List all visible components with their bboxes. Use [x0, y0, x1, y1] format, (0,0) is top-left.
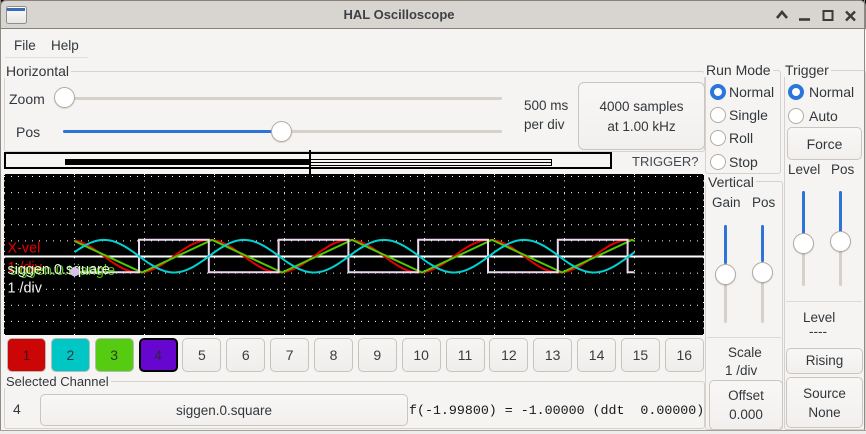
svg-text:1 /div: 1 /div [8, 281, 43, 297]
svg-text:siggen.0.triangle: siggen.0.triangle [10, 263, 116, 279]
svg-text:siggen.0.square: siggen.0.square [8, 262, 110, 278]
svg-text:1 /div: 1 /div [8, 260, 43, 276]
svg-text:X-vel: X-vel [8, 241, 41, 257]
